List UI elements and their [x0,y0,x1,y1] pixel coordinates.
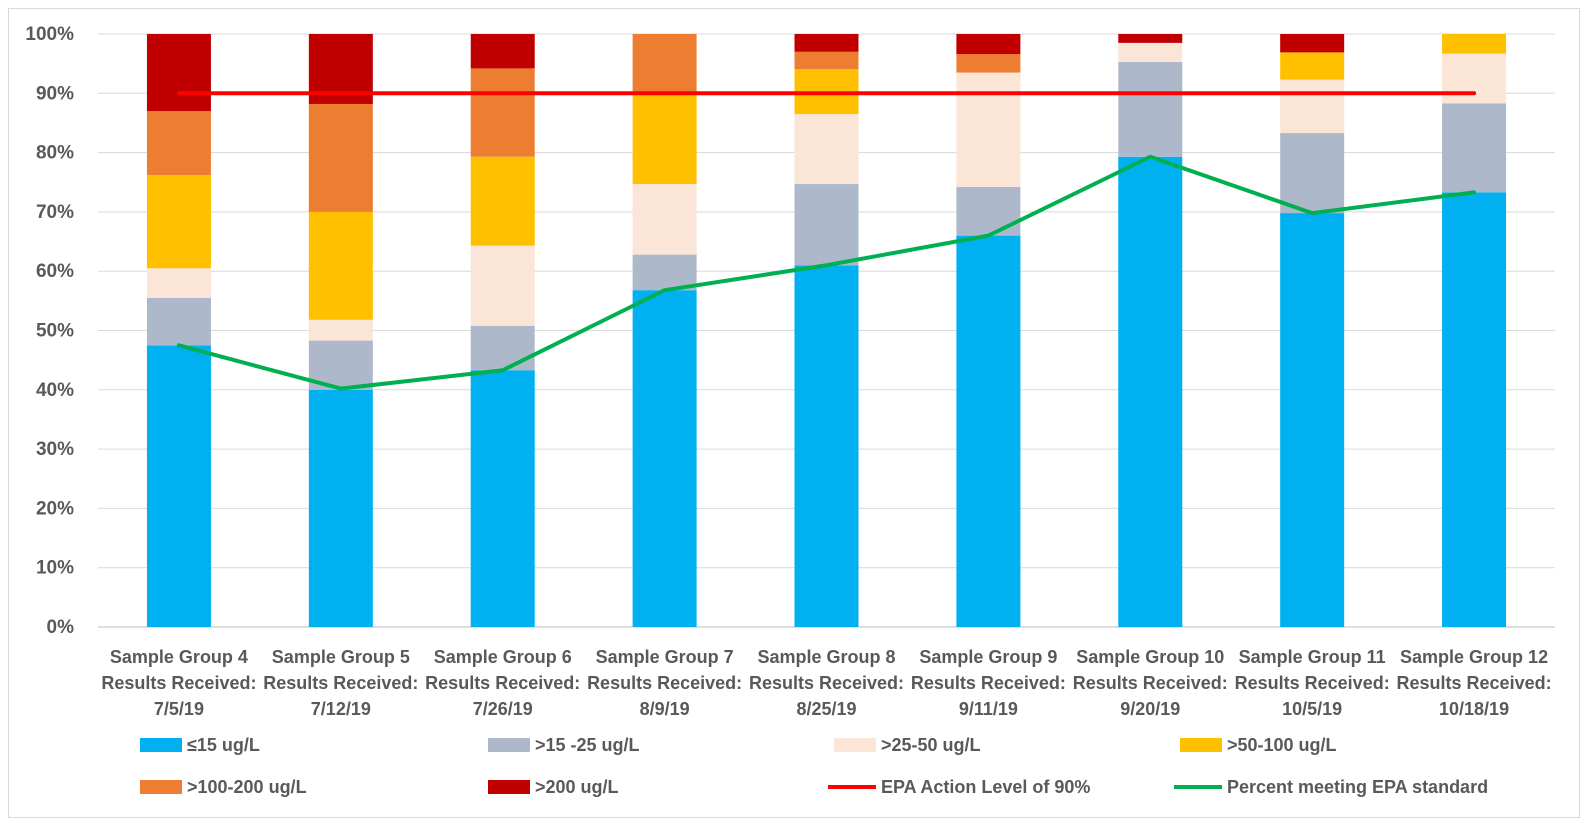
bar-segment [1442,34,1507,54]
bar-segment [1280,133,1345,214]
bar-segment [632,93,697,185]
bar-segment [794,51,859,69]
bar-segment [1280,213,1345,627]
bar-segment [632,254,697,291]
bar-segment [470,245,535,326]
legend-label: EPA Action Level of 90% [881,777,1090,797]
bar-segment [470,370,535,627]
y-tick-label: 10% [36,558,74,579]
x-tick-label: Sample Group 12 Results Received: 10/18/19 [1397,647,1552,719]
y-tick-label: 80% [36,143,74,164]
bar-segment [1442,103,1507,193]
bar-segment [632,184,697,255]
bar-segment [632,34,697,94]
bar-segment [1442,192,1507,627]
legend-label: >25-50 ug/L [881,735,981,755]
bar-segment [794,34,859,52]
bar-segment [1280,79,1345,134]
legend-label: Percent meeting EPA standard [1227,777,1488,797]
bar-segment [146,268,211,298]
bar-segment [308,103,373,212]
bars [146,34,1507,627]
bar-segment [470,156,535,246]
y-tick-label: 50% [36,321,74,342]
bar-segment [1118,42,1183,62]
legend: ≤15 ug/L >15 -25 ug/L >25-50 ug/L >50-100 u… [140,735,1488,797]
legend-swatch [488,738,530,752]
y-tick-label: 0% [47,617,75,638]
bar-segment [1118,156,1183,627]
y-axis-ticks: 0% 10% 20% 30% 40% 50% 60% 70% 80% 90% 100% [25,24,74,638]
bar-segment [470,325,535,371]
bar-segment [794,184,859,266]
bar-segment [308,211,373,320]
bar-segment [308,389,373,627]
y-tick-label: 40% [36,380,74,401]
bar-segment [1280,34,1345,53]
legend-swatch [488,780,530,794]
bar-segment [146,34,211,112]
legend-label: >200 ug/L [535,777,619,797]
y-tick-label: 90% [36,83,74,104]
legend-swatch [140,738,182,752]
x-tick-label: Sample Group 5 Results Received: 7/12/19 [263,647,418,719]
legend-label: ≤15 ug/L [187,735,260,755]
bar-segment [956,54,1021,73]
bar-segment [470,68,535,157]
x-tick-label: Sample Group 4 Results Received: 7/5/19 [101,647,256,719]
bar-segment [1118,34,1183,43]
x-tick-label: Sample Group 8 Results Received: 8/25/19 [749,647,904,719]
x-tick-label: Sample Group 10 Results Received: 9/20/19 [1073,647,1228,719]
legend-label: >15 -25 ug/L [535,735,640,755]
bar-segment [632,290,697,627]
x-tick-label: Sample Group 9 Results Received: 9/11/19 [911,647,1066,719]
bar-segment [146,345,211,627]
x-axis-ticks: Sample Group 4 Results Received: 7/5/19Sam… [101,647,1551,719]
chart-frame [8,8,1580,818]
bar-segment [956,186,1021,236]
legend-label: >50-100 ug/L [1227,735,1337,755]
x-tick-label: Sample Group 11 Results Received: 10/5/19 [1235,647,1390,719]
bar-segment [308,319,373,341]
y-tick-label: 30% [36,439,74,460]
bar-segment [146,111,211,176]
legend-swatch [834,738,876,752]
bar-segment [956,72,1021,187]
percent-meeting-line [176,154,1477,391]
x-tick-label: Sample Group 6 Results Received: 7/26/19 [425,647,580,719]
y-tick-label: 100% [25,24,74,45]
bar-segment [794,114,859,185]
bar-segment [1442,53,1507,104]
bar-segment [1118,61,1183,157]
bar-segment [470,34,535,69]
y-tick-label: 20% [36,498,74,519]
y-tick-label: 60% [36,261,74,282]
bar-segment [146,175,211,269]
legend-swatch [140,780,182,794]
lines [176,91,1477,391]
bar-segment [146,297,211,346]
y-tick-label: 70% [36,202,74,223]
bar-segment [1280,52,1345,80]
legend-label: >100-200 ug/L [187,777,307,797]
bar-segment [956,235,1021,627]
legend-swatch [1180,738,1222,752]
bar-segment [794,265,859,627]
bar-segment [956,34,1021,55]
x-tick-label: Sample Group 7 Results Received: 8/9/19 [587,647,742,719]
